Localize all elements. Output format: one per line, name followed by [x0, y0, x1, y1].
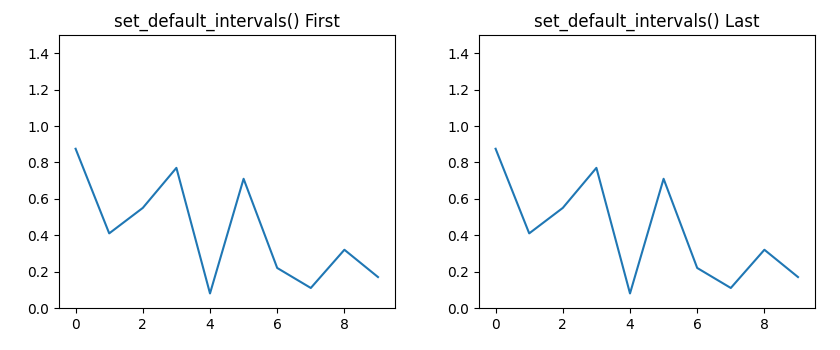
Title: set_default_intervals() First: set_default_intervals() First — [114, 13, 339, 31]
Title: set_default_intervals() Last: set_default_intervals() Last — [534, 13, 759, 31]
